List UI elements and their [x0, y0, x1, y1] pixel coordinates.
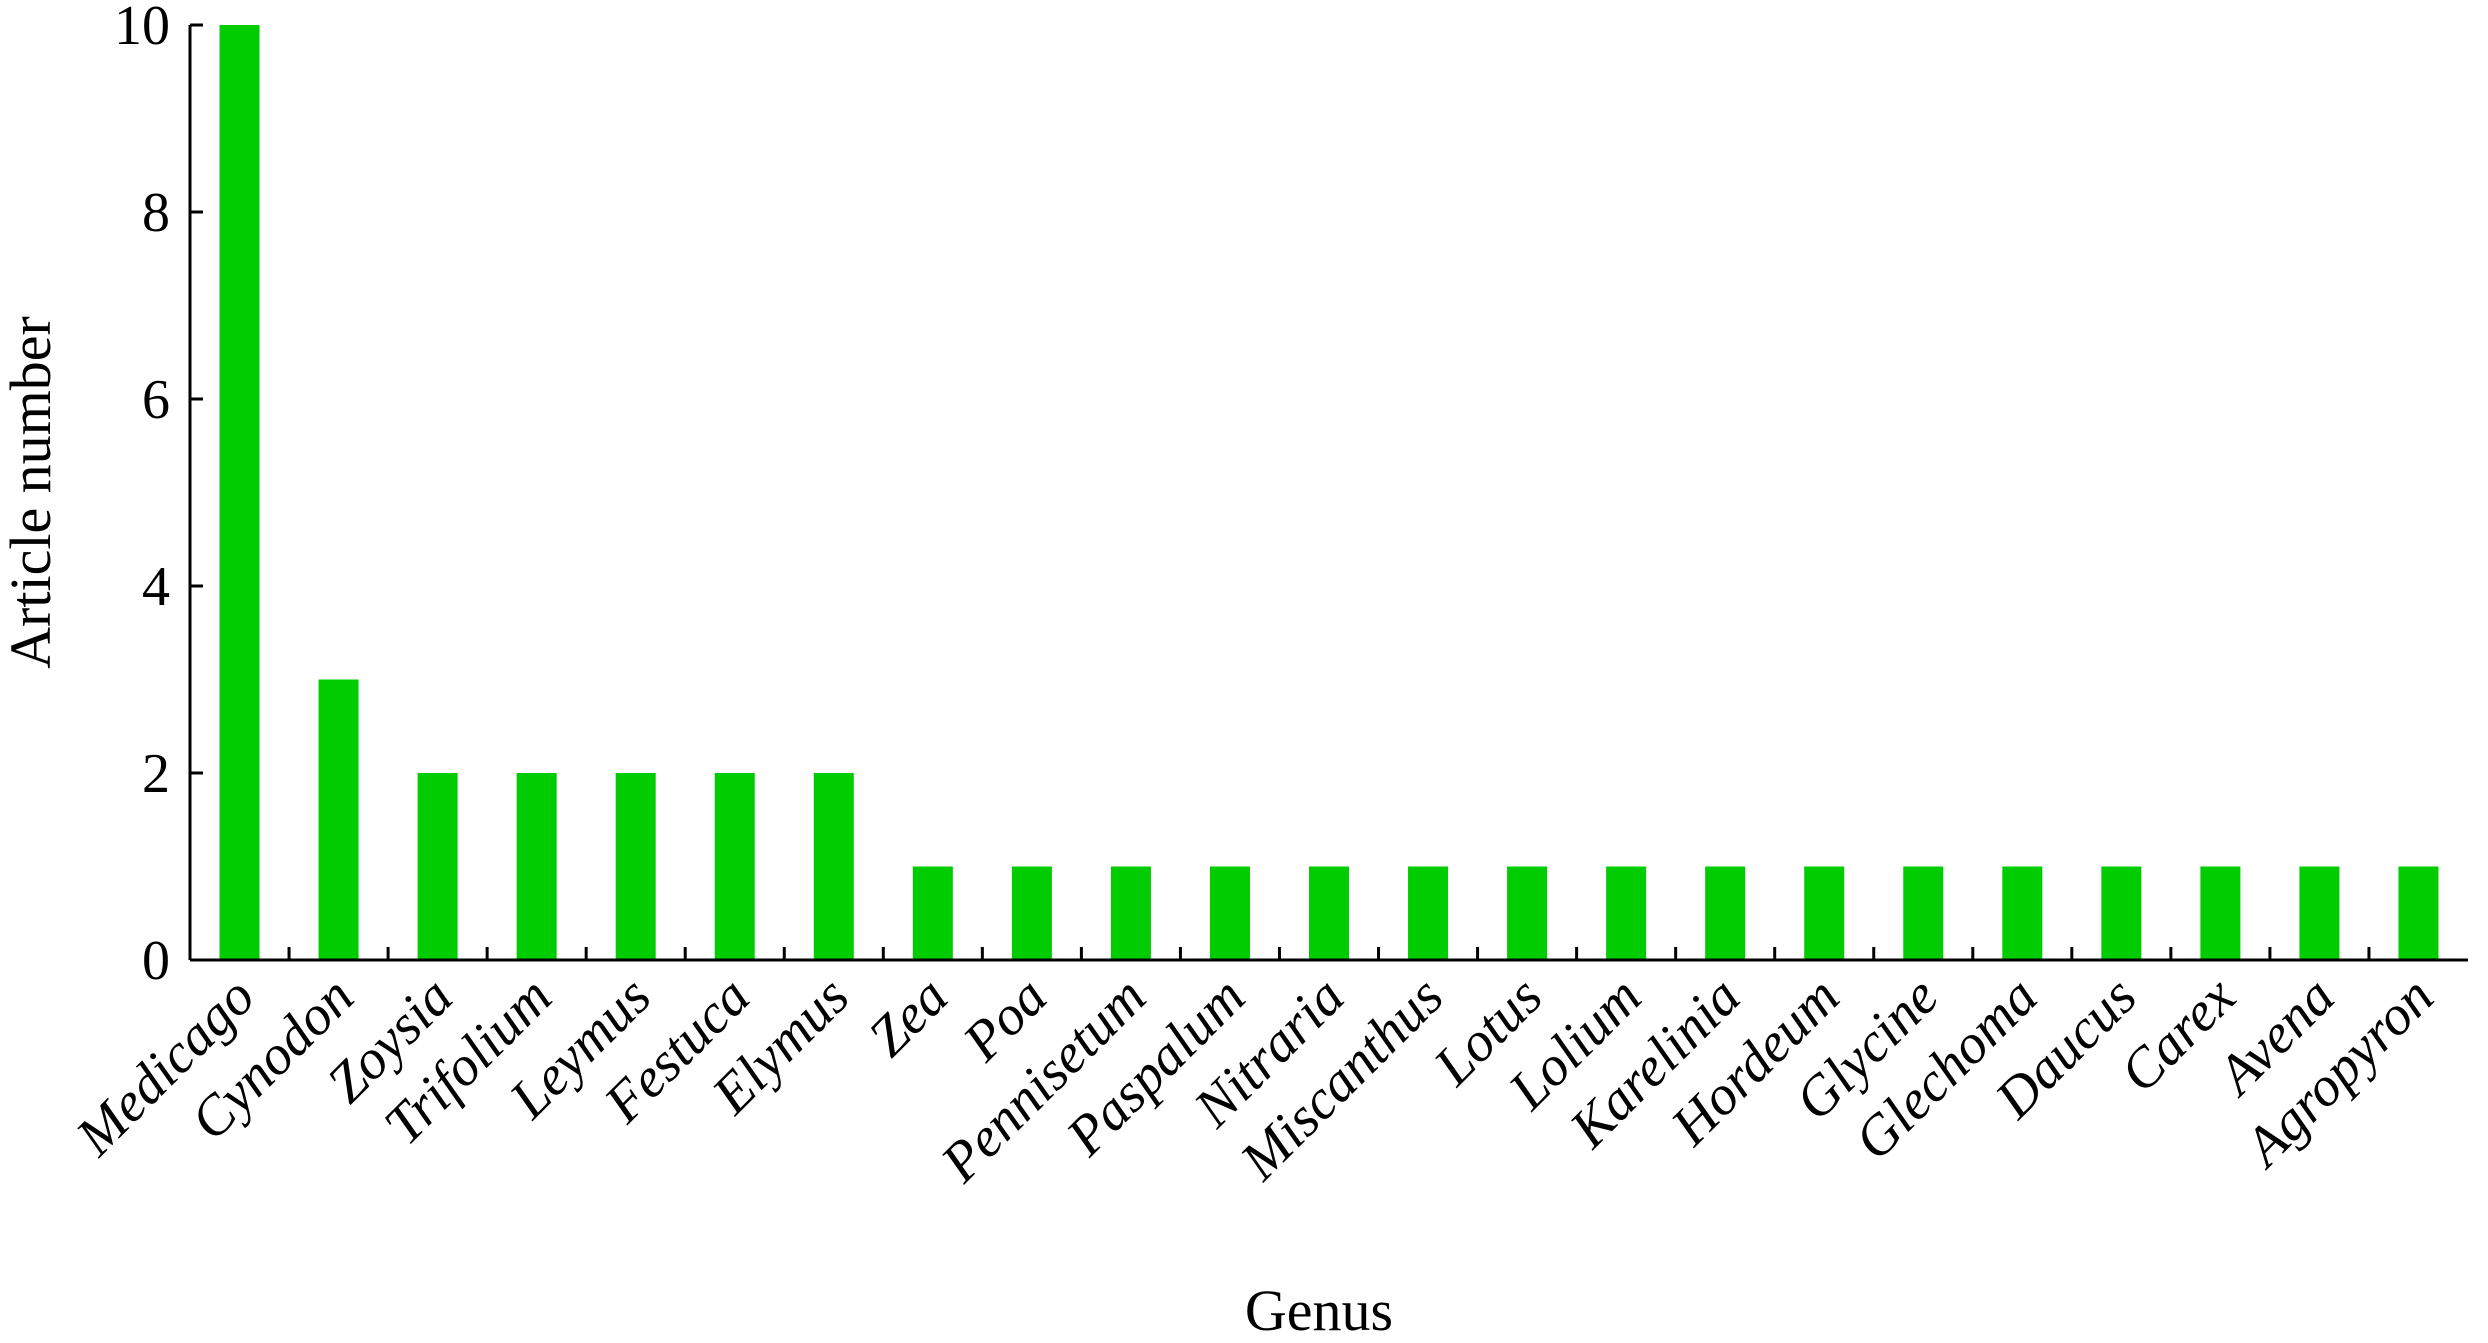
bar — [1309, 866, 1349, 960]
bar — [1606, 866, 1647, 960]
bar — [1903, 866, 1944, 960]
bar — [2101, 866, 2142, 960]
bar — [714, 773, 755, 960]
bar — [912, 866, 953, 960]
x-ticks — [287, 947, 2371, 960]
bar — [516, 773, 557, 960]
x-tick-labels: MedicagoCynodonZoysiaTrifoliumLeymusFest… — [64, 965, 2446, 1194]
bar — [813, 773, 854, 960]
bar — [417, 773, 458, 960]
y-ticks: 0 2 4 6 8 10 — [114, 0, 203, 992]
bar — [1408, 866, 1449, 960]
y-tick-label: 8 — [142, 182, 170, 244]
bar — [2299, 866, 2340, 960]
x-axis-title: Genus — [1245, 1278, 1393, 1343]
y-tick-label: 4 — [142, 556, 170, 618]
bar — [2200, 866, 2241, 960]
bar — [2002, 866, 2043, 960]
y-tick-label: 0 — [142, 930, 170, 992]
bar — [2398, 866, 2439, 960]
bar — [1110, 866, 1151, 960]
x-tick-label: Zea — [857, 965, 960, 1068]
bar — [1705, 866, 1746, 960]
y-tick-label: 10 — [114, 0, 170, 57]
bar — [615, 773, 656, 960]
bar — [1209, 866, 1250, 960]
axes — [188, 25, 2468, 962]
y-tick-label: 2 — [142, 743, 170, 805]
bar — [1804, 866, 1845, 960]
bars — [219, 25, 2439, 960]
y-tick-label: 6 — [142, 369, 170, 431]
y-axis-title: Article number — [0, 316, 63, 669]
bar — [219, 25, 260, 960]
bar — [1507, 866, 1548, 960]
bar — [318, 679, 359, 960]
bar — [1011, 866, 1052, 960]
